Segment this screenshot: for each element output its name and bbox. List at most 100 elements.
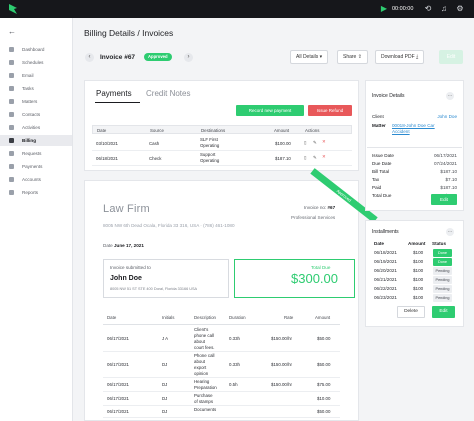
detail-label: Paid: [372, 185, 382, 190]
total-due-box: [234, 259, 355, 298]
all-details-dropdown[interactable]: All Details ▾: [290, 50, 329, 64]
date-label: Date: [103, 243, 113, 248]
edit-installments-button[interactable]: Edit: [432, 306, 455, 318]
status-pill: Pending: [433, 285, 452, 293]
sidebar-item-contacts[interactable]: Contacts: [0, 109, 72, 120]
cell-date: 06/17/2021: [107, 362, 129, 367]
document-icon[interactable]: ▯: [304, 140, 307, 145]
record-payment-button[interactable]: Record new payment: [236, 105, 304, 116]
invoice-number-label: Invoice no:: [304, 205, 327, 210]
issue-refund-button[interactable]: Issue Refund: [308, 105, 352, 116]
cell-amount: $187.10: [275, 156, 291, 161]
back-arrow-icon[interactable]: ←: [8, 27, 16, 36]
settings-icon[interactable]: ⚙: [456, 4, 464, 13]
col-date: Date: [107, 315, 117, 320]
chevron-right-icon[interactable]: ›: [184, 53, 193, 62]
col-status: Status: [432, 241, 447, 246]
delete-x-icon[interactable]: ✕: [322, 154, 326, 159]
sidebar-item-email[interactable]: Email: [0, 70, 72, 81]
more-options-icon[interactable]: …: [446, 92, 454, 100]
cell-source: Cash: [149, 141, 160, 146]
sidebar-item-tasks[interactable]: Tasks: [0, 83, 72, 94]
client-label: Client: [372, 114, 384, 119]
share-button[interactable]: Share ⇪: [337, 50, 368, 64]
firm-name: Law Firm: [103, 203, 150, 215]
cell-rate: $150.00/hr: [271, 362, 292, 367]
briefcase-icon: [9, 99, 14, 104]
reports-icon: [9, 190, 14, 195]
installment-date: 06/18/2021: [374, 250, 397, 255]
edit-button[interactable]: Edit: [439, 50, 463, 64]
col-description: Description: [194, 315, 216, 320]
download-pdf-button[interactable]: Download PDF ⤓: [375, 50, 425, 64]
tab-credit-notes[interactable]: Credit Notes: [146, 89, 191, 98]
edit-pencil-icon[interactable]: ✎: [313, 155, 317, 160]
sidebar-item-accounts[interactable]: Accounts: [0, 174, 72, 185]
matter-link[interactable]: 00018-John Doe Car Accident: [392, 123, 435, 135]
status-pill: Done: [433, 258, 452, 266]
delete-x-icon[interactable]: ✕: [322, 139, 326, 144]
detail-label: Bill Total: [372, 169, 390, 174]
detail-value: $187.10: [440, 169, 457, 174]
installment-date: 06/23/2021: [374, 295, 397, 300]
firm-address: 8005 NW 6th Dead Ocala, Florida 33 316, …: [103, 223, 235, 228]
cell-destination: SLF First: [200, 137, 218, 142]
invoice-details-edit-button[interactable]: Edit: [431, 194, 457, 205]
history-icon[interactable]: ⟲: [424, 4, 432, 13]
sidebar-item-billing[interactable]: Billing: [0, 135, 72, 146]
calendar-icon: [9, 60, 14, 65]
installment-amount: $100: [413, 277, 424, 282]
cell-amount: $50.00: [317, 409, 331, 414]
cell-description: Preparation: [194, 385, 217, 390]
sidebar-item-payments[interactable]: Payments: [0, 161, 72, 172]
installment-date: 06/21/2021: [374, 277, 397, 282]
col-actions: Actions: [305, 128, 320, 133]
cell-duration: 0.33h: [229, 336, 240, 341]
table-row: 06/17/2021 DJ Purchase of stamps $10.00: [103, 392, 340, 406]
sidebar-item-dashboard[interactable]: Dashboard: [0, 44, 72, 55]
client-link[interactable]: John Doe: [437, 114, 457, 119]
bell-icon[interactable]: ♫: [441, 4, 447, 13]
chevron-left-icon[interactable]: ‹: [85, 53, 94, 62]
document-icon[interactable]: ▯: [304, 155, 307, 160]
installment-date: 06/20/2021: [374, 268, 397, 273]
delete-installments-button[interactable]: Delete: [397, 306, 425, 318]
app-logo-icon[interactable]: [8, 3, 19, 15]
sidebar-item-reports[interactable]: Reports: [0, 187, 72, 198]
cell-initials: DJ: [162, 382, 168, 387]
invoice-number-value: #67: [327, 205, 336, 210]
invoice-number: Invoice no: #67: [304, 205, 335, 210]
detail-value: $7.10: [445, 177, 458, 182]
download-label: Download PDF: [381, 54, 415, 60]
tab-payments[interactable]: Payments: [96, 89, 132, 98]
line-items-header: Date Initials Description Duration Rate …: [103, 311, 340, 325]
download-icon: ⤓: [416, 54, 419, 60]
status-pill: Pending: [433, 267, 452, 275]
installment-amount: $100: [413, 268, 424, 273]
sidebar-item-activities[interactable]: Activities: [0, 122, 72, 133]
sidebar-item-label: Reports: [22, 190, 39, 195]
sidebar-item-matters[interactable]: Matters: [0, 96, 72, 107]
more-options-icon[interactable]: …: [446, 228, 454, 236]
sidebar-item-requests[interactable]: Requests: [0, 148, 72, 159]
detail-label: Due Date: [372, 161, 392, 166]
cell-date: 06/17/2021: [107, 336, 129, 341]
edit-pencil-icon[interactable]: ✎: [313, 140, 317, 145]
detail-label: Tax: [372, 177, 380, 182]
submitted-to-label: Invoice submitted to: [110, 265, 151, 270]
installment-amount: $100: [413, 250, 424, 255]
cell-description: about: [194, 359, 205, 364]
sidebar-item-label: Billing: [22, 138, 37, 143]
total-due-label: Total Due: [311, 265, 331, 270]
cell-rate: $150.00/hr: [271, 336, 292, 341]
status-pill: Pending: [433, 276, 452, 284]
contacts-icon: [9, 112, 14, 117]
play-icon[interactable]: ▶: [380, 4, 388, 13]
invoice-details-panel: [365, 80, 464, 211]
sidebar-item-schedules[interactable]: Schedules: [0, 57, 72, 68]
cell-initials: DJ: [162, 409, 168, 414]
detail-value: 06/17/2021: [434, 153, 457, 158]
cell-initials: DJ: [162, 362, 168, 367]
all-details-label: All Details: [296, 54, 319, 60]
cell-description: opinion: [194, 371, 209, 376]
